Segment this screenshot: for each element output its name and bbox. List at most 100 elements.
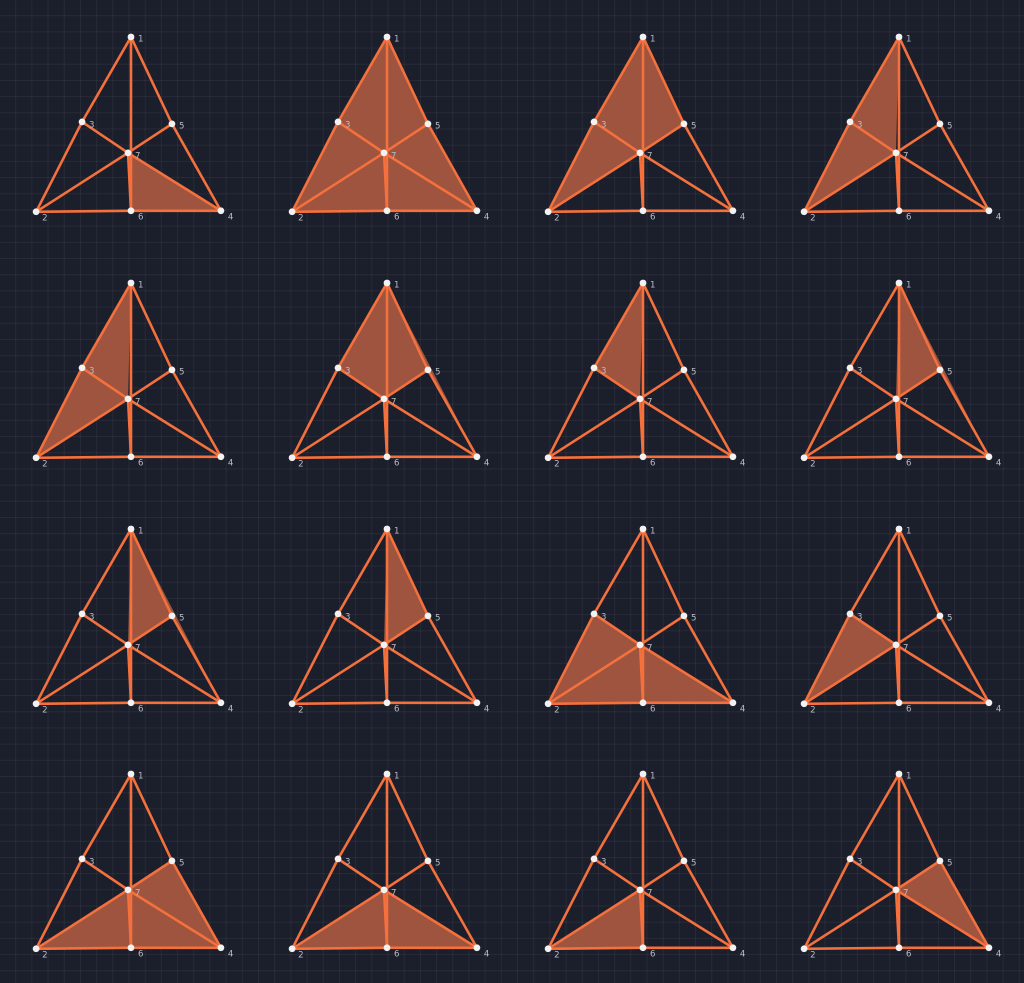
node-5[interactable] — [680, 857, 688, 865]
node-7[interactable] — [124, 640, 132, 648]
panel-12[interactable]: 1 2 3 4 5 6 7 — [768, 492, 1024, 738]
node-7[interactable] — [636, 395, 644, 402]
node-5[interactable] — [680, 366, 688, 374]
node-3[interactable] — [590, 609, 598, 617]
node-4[interactable] — [985, 944, 993, 952]
node-6[interactable] — [639, 453, 647, 460]
node-5[interactable] — [936, 366, 944, 374]
node-6[interactable] — [127, 944, 135, 952]
node-1[interactable] — [639, 33, 647, 41]
panel-10[interactable]: 1 2 3 4 5 6 7 — [256, 492, 512, 738]
node-2[interactable] — [544, 454, 552, 461]
node-6[interactable] — [895, 944, 903, 952]
node-2[interactable] — [800, 699, 808, 707]
node-7[interactable] — [636, 149, 644, 157]
panel-3[interactable]: 1 2 3 4 5 6 7 — [512, 0, 768, 246]
node-6[interactable] — [383, 944, 391, 952]
node-1[interactable] — [383, 525, 391, 532]
node-3[interactable] — [846, 609, 854, 617]
node-6[interactable] — [383, 453, 391, 460]
panel-9[interactable]: 1 2 3 4 5 6 7 — [0, 492, 256, 738]
node-6[interactable] — [127, 698, 135, 706]
node-6[interactable] — [639, 207, 647, 215]
node-3[interactable] — [78, 118, 86, 126]
node-3[interactable] — [78, 364, 86, 372]
node-7[interactable] — [892, 149, 900, 157]
node-1[interactable] — [895, 279, 903, 287]
node-7[interactable] — [124, 149, 132, 157]
node-7[interactable] — [124, 886, 132, 894]
panel-5[interactable]: 1 2 3 4 5 6 7 — [0, 246, 256, 492]
node-1[interactable] — [895, 770, 903, 778]
node-2[interactable] — [800, 454, 808, 461]
node-1[interactable] — [383, 279, 391, 287]
node-5[interactable] — [168, 857, 176, 865]
node-6[interactable] — [639, 944, 647, 952]
node-2[interactable] — [32, 208, 40, 216]
node-6[interactable] — [639, 698, 647, 706]
node-5[interactable] — [680, 611, 688, 619]
node-3[interactable] — [590, 118, 598, 126]
node-1[interactable] — [127, 525, 135, 532]
node-4[interactable] — [217, 944, 225, 952]
node-7[interactable] — [380, 149, 388, 157]
node-5[interactable] — [424, 611, 432, 619]
node-2[interactable] — [32, 945, 40, 953]
node-2[interactable] — [544, 699, 552, 707]
node-5[interactable] — [936, 611, 944, 619]
node-5[interactable] — [424, 120, 432, 128]
panel-13[interactable]: 1 2 3 4 5 6 7 — [0, 737, 256, 983]
panel-4[interactable]: 1 2 3 4 5 6 7 — [768, 0, 1024, 246]
node-2[interactable] — [288, 945, 296, 953]
node-3[interactable] — [78, 855, 86, 863]
node-4[interactable] — [473, 207, 481, 215]
node-6[interactable] — [895, 698, 903, 706]
node-7[interactable] — [892, 640, 900, 648]
node-7[interactable] — [636, 640, 644, 648]
node-3[interactable] — [590, 855, 598, 863]
node-7[interactable] — [636, 886, 644, 894]
node-3[interactable] — [846, 364, 854, 372]
node-1[interactable] — [895, 525, 903, 532]
node-5[interactable] — [424, 366, 432, 374]
node-1[interactable] — [639, 279, 647, 287]
node-2[interactable] — [32, 454, 40, 461]
node-6[interactable] — [383, 207, 391, 215]
node-5[interactable] — [936, 120, 944, 128]
node-1[interactable] — [127, 770, 135, 778]
node-5[interactable] — [936, 857, 944, 865]
node-5[interactable] — [680, 120, 688, 128]
node-4[interactable] — [473, 698, 481, 706]
panel-2[interactable]: 1 2 3 4 5 6 7 — [256, 0, 512, 246]
panel-15[interactable]: 1 2 3 4 5 6 7 — [512, 737, 768, 983]
node-1[interactable] — [127, 33, 135, 41]
node-3[interactable] — [334, 609, 342, 617]
node-2[interactable] — [288, 208, 296, 216]
node-4[interactable] — [217, 207, 225, 215]
panel-14[interactable]: 1 2 3 4 5 6 7 — [256, 737, 512, 983]
node-3[interactable] — [78, 609, 86, 617]
node-2[interactable] — [32, 699, 40, 707]
node-6[interactable] — [895, 453, 903, 460]
panel-16[interactable]: 1 2 3 4 5 6 7 — [768, 737, 1024, 983]
panel-8[interactable]: 1 2 3 4 5 6 7 — [768, 246, 1024, 492]
node-3[interactable] — [334, 118, 342, 126]
panel-11[interactable]: 1 2 3 4 5 6 7 — [512, 492, 768, 738]
node-3[interactable] — [846, 855, 854, 863]
node-4[interactable] — [217, 453, 225, 460]
node-6[interactable] — [127, 207, 135, 215]
node-5[interactable] — [424, 857, 432, 865]
node-7[interactable] — [892, 886, 900, 894]
node-2[interactable] — [800, 945, 808, 953]
node-4[interactable] — [985, 698, 993, 706]
node-4[interactable] — [729, 698, 737, 706]
node-7[interactable] — [380, 640, 388, 648]
node-7[interactable] — [892, 395, 900, 402]
node-1[interactable] — [895, 33, 903, 41]
node-6[interactable] — [895, 207, 903, 215]
node-1[interactable] — [127, 279, 135, 287]
node-7[interactable] — [380, 886, 388, 894]
node-1[interactable] — [639, 770, 647, 778]
node-2[interactable] — [288, 454, 296, 461]
node-4[interactable] — [985, 207, 993, 215]
